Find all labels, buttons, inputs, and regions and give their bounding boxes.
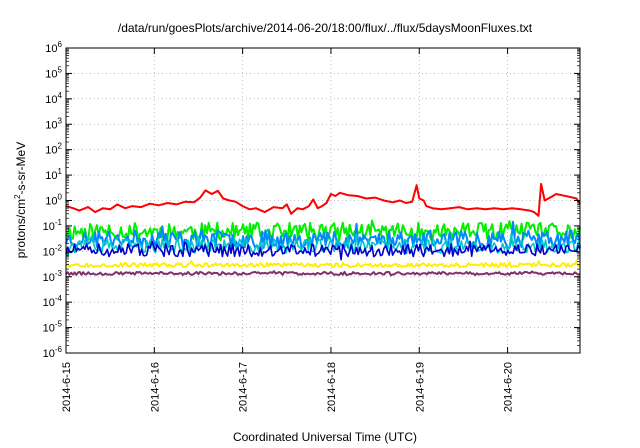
y-tick-base: 10 [45,170,57,182]
y-axis-title-rest: -s-sr-MeV [14,142,28,195]
x-tick-label: 2014-6-17 [238,362,250,412]
grid-lines [66,47,580,354]
y-tick-base: 10 [43,246,55,258]
x-tick-label: 2014-6-18 [326,362,338,412]
y-tick-exponent: 2 [58,142,63,151]
series-line-4 [65,240,581,261]
y-tick-base: 10 [45,94,57,106]
y-tick-exponent: -3 [55,269,63,278]
y-tick-exponent: 5 [58,65,63,74]
y-tick-base: 10 [45,119,57,131]
y-axis-title: protons/cm2-s-sr-MeV [13,142,28,258]
x-tick-label: 2014-6-15 [61,362,73,412]
y-tick-label: 103 [45,116,62,131]
y-tick-label: 100 [45,193,62,208]
y-tick-base: 10 [43,297,55,309]
y-tick-base: 10 [43,272,55,284]
x-tick-label: 2014-6-20 [503,362,515,412]
y-tick-exponent: 4 [58,91,63,100]
series-line-6 [65,270,581,277]
y-tick-base: 10 [45,43,57,55]
y-tick-base: 10 [45,145,57,157]
y-tick-exponent: 3 [58,116,63,125]
y-tick-label: 104 [45,91,62,106]
x-axis-title: Coordinated Universal Time (UTC) [233,430,417,444]
y-tick-label: 10-3 [43,269,63,284]
y-axis-title-base: protons/cm [14,199,28,258]
y-tick-exponent: -4 [55,294,63,303]
series-line-0 [65,182,581,217]
y-tick-label: 105 [45,65,62,80]
y-tick-base: 10 [43,221,55,233]
y-tick-label: 101 [45,167,62,182]
x-axis: 2014-6-15 2014-6-16 2014-6-17 2014-6-18 2014… [61,48,515,412]
y-tick-exponent: 1 [58,167,63,176]
series-layer [65,182,581,277]
y-axis-title-exponent: 2 [13,194,22,199]
x-tick-label: 2014-6-16 [149,362,161,412]
y-tick-base: 10 [45,196,57,208]
y-tick-exponent: -2 [55,243,63,252]
y-tick-label: 10-2 [43,243,63,258]
y-tick-label: 102 [45,142,62,157]
y-tick-label: 10-1 [43,218,63,233]
y-tick-exponent: -5 [55,320,63,329]
y-tick-exponent: -1 [55,218,63,227]
y-axis: 10-610-510-410-310-210-11001011021031041… [43,40,580,360]
series-line-2 [65,220,581,255]
y-tick-exponent: 0 [58,193,63,202]
y-tick-label: 106 [45,40,62,55]
y-tick-base: 10 [45,68,57,80]
y-tick-base: 10 [43,323,55,335]
y-tick-exponent: 6 [58,40,63,49]
y-tick-base: 10 [43,348,55,360]
x-tick-label: 2014-6-19 [414,362,426,412]
chart-title: /data/run/goesPlots/archive/2014-06-20/1… [118,21,533,35]
y-tick-label: 10-4 [43,294,63,309]
y-tick-label: 10-5 [43,320,63,335]
y-tick-exponent: -6 [55,345,63,354]
series-line-5 [65,259,581,269]
y-tick-label: 10-6 [43,345,63,360]
